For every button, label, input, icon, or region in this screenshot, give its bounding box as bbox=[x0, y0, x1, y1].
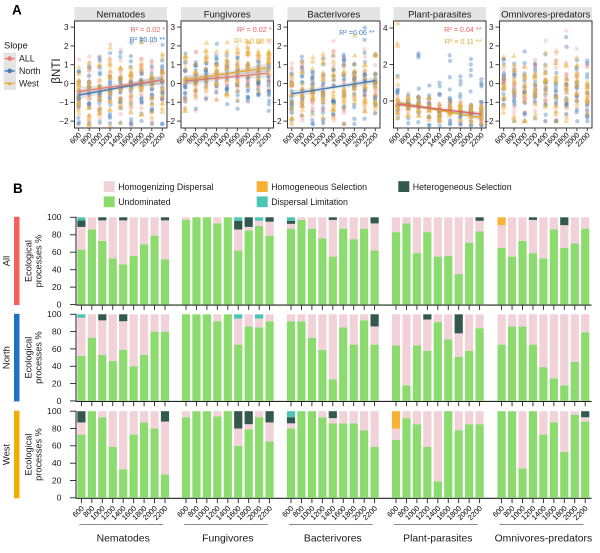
svg-text:20: 20 bbox=[52, 379, 62, 389]
svg-text:80: 80 bbox=[52, 230, 62, 240]
svg-text:0: 0 bbox=[489, 79, 494, 88]
svg-text:Omnivores-predators: Omnivores-predators bbox=[495, 534, 593, 545]
svg-text:1: 1 bbox=[277, 61, 282, 70]
svg-text:R² = 0.02 *: R² = 0.02 * bbox=[130, 25, 165, 34]
svg-text:2: 2 bbox=[277, 42, 282, 51]
svg-text:A: A bbox=[12, 3, 22, 18]
svg-text:Plant-parasites: Plant-parasites bbox=[408, 10, 472, 21]
svg-text:2: 2 bbox=[383, 60, 388, 69]
svg-text:4: 4 bbox=[383, 24, 388, 33]
svg-text:West: West bbox=[19, 78, 39, 88]
svg-text:60: 60 bbox=[52, 247, 62, 257]
svg-text:Ecological: Ecological bbox=[24, 337, 34, 379]
svg-text:1: 1 bbox=[489, 61, 494, 70]
svg-text:Omnivores-predators: Omnivores-predators bbox=[501, 10, 590, 21]
svg-text:Slope: Slope bbox=[4, 41, 28, 51]
svg-text:2: 2 bbox=[64, 42, 69, 51]
svg-text:All: All bbox=[1, 256, 12, 266]
svg-text:−1: −1 bbox=[59, 98, 69, 107]
svg-text:0: 0 bbox=[57, 493, 62, 503]
svg-text:0: 0 bbox=[170, 79, 175, 88]
svg-text:R² =0.06 **: R² =0.06 ** bbox=[339, 28, 375, 37]
svg-text:40: 40 bbox=[52, 361, 62, 371]
svg-text:Ecological: Ecological bbox=[24, 434, 34, 476]
svg-text:Ecological: Ecological bbox=[24, 240, 34, 282]
svg-text:Plant-parasites: Plant-parasites bbox=[403, 534, 472, 545]
svg-text:0: 0 bbox=[57, 300, 62, 310]
svg-text:2: 2 bbox=[489, 42, 494, 51]
svg-text:0: 0 bbox=[57, 396, 62, 406]
svg-text:−2: −2 bbox=[166, 117, 176, 126]
svg-text:3: 3 bbox=[277, 23, 282, 32]
svg-text:0: 0 bbox=[277, 79, 282, 88]
svg-text:100: 100 bbox=[47, 309, 62, 319]
svg-text:0: 0 bbox=[64, 79, 69, 88]
svg-text:North: North bbox=[1, 346, 12, 369]
svg-text:80: 80 bbox=[52, 423, 62, 433]
svg-text:processes %: processes % bbox=[34, 235, 44, 288]
svg-text:100: 100 bbox=[47, 406, 62, 416]
svg-text:40: 40 bbox=[52, 265, 62, 275]
svg-text:60: 60 bbox=[52, 441, 62, 451]
svg-text:R² = 0.11 **: R² = 0.11 ** bbox=[445, 37, 482, 46]
svg-text:processes %: processes % bbox=[34, 428, 44, 481]
svg-text:R² = 0.08 **: R² = 0.08 ** bbox=[234, 37, 272, 46]
svg-text:3: 3 bbox=[489, 23, 494, 32]
svg-text:Dispersal Limitation: Dispersal Limitation bbox=[271, 197, 348, 207]
svg-text:Bacterivores: Bacterivores bbox=[304, 534, 362, 545]
svg-text:−1: −1 bbox=[484, 98, 494, 107]
svg-text:20: 20 bbox=[52, 475, 62, 485]
svg-text:3: 3 bbox=[64, 23, 69, 32]
svg-text:1: 1 bbox=[170, 61, 175, 70]
svg-text:North: North bbox=[19, 66, 41, 76]
svg-text:0: 0 bbox=[383, 97, 388, 106]
svg-text:Nematodes: Nematodes bbox=[97, 10, 146, 21]
svg-text:βNTI: βNTI bbox=[51, 58, 63, 83]
svg-text:Fungivores: Fungivores bbox=[202, 534, 253, 545]
svg-text:R² =0.05 **: R² =0.05 ** bbox=[130, 35, 166, 44]
svg-text:60: 60 bbox=[52, 344, 62, 354]
svg-text:20: 20 bbox=[52, 282, 62, 292]
svg-text:Homogenizing Dispersal: Homogenizing Dispersal bbox=[118, 182, 213, 192]
svg-text:Undominated: Undominated bbox=[118, 197, 170, 207]
svg-text:80: 80 bbox=[52, 327, 62, 337]
svg-text:ALL: ALL bbox=[19, 54, 35, 64]
svg-text:West: West bbox=[1, 444, 12, 466]
svg-text:−2: −2 bbox=[272, 117, 282, 126]
svg-text:−1: −1 bbox=[272, 98, 282, 107]
svg-text:−2: −2 bbox=[484, 117, 494, 126]
svg-text:B: B bbox=[13, 181, 23, 196]
svg-text:Bacterivores: Bacterivores bbox=[307, 10, 360, 21]
svg-text:−2: −2 bbox=[59, 117, 69, 126]
svg-text:R² = 0.04 **: R² = 0.04 ** bbox=[444, 25, 482, 34]
svg-text:Heterogeneous Selection: Heterogeneous Selection bbox=[413, 182, 512, 192]
svg-text:40: 40 bbox=[52, 458, 62, 468]
svg-text:R² = 0.02 *: R² = 0.02 * bbox=[237, 25, 272, 34]
svg-text:Fungivores: Fungivores bbox=[204, 10, 251, 21]
svg-text:processes %: processes % bbox=[34, 331, 44, 384]
svg-text:Homogeneous Selection: Homogeneous Selection bbox=[271, 182, 367, 192]
svg-text:1: 1 bbox=[64, 61, 69, 70]
svg-text:Nematodes: Nematodes bbox=[97, 534, 150, 545]
svg-text:100: 100 bbox=[47, 212, 62, 222]
svg-text:3: 3 bbox=[170, 23, 175, 32]
svg-text:2: 2 bbox=[170, 42, 175, 51]
svg-text:−1: −1 bbox=[166, 98, 176, 107]
